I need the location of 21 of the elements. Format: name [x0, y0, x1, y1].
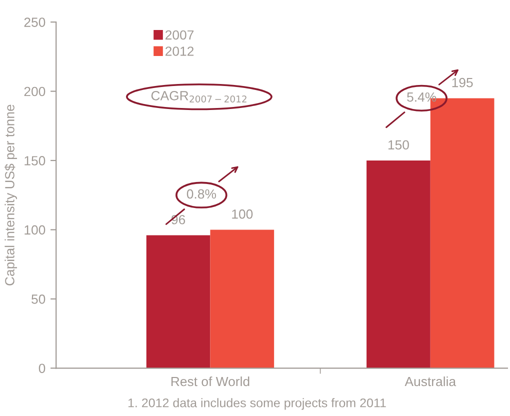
- annotation: 5.4%: [407, 92, 436, 102]
- data-label: 100: [232, 209, 253, 219]
- y-tick-label: 100: [24, 225, 46, 235]
- y-tick-label: 150: [24, 156, 46, 166]
- y-tick-label: 250: [24, 18, 46, 27]
- bar: [146, 235, 210, 368]
- text: 1. 2012 data includes some projects from 2011: [128, 398, 386, 410]
- y-tick-label: 50: [32, 294, 46, 304]
- data-label: 195: [452, 78, 473, 88]
- bar: [366, 160, 430, 368]
- x-tick-label: Rest of World: [171, 376, 250, 386]
- annotation: CAGR$_{2007−2012}$: [151, 90, 246, 102]
- y-tick-label: 0: [38, 364, 46, 374]
- legend-label: 2007: [166, 30, 194, 40]
- legend-label: 2012: [166, 46, 194, 56]
- x-tick-label: Australia: [404, 376, 456, 386]
- data-label: 150: [388, 140, 409, 150]
- bar: [210, 230, 274, 368]
- y-axis-title: Capital intensity US$ per tonne: [4, 104, 17, 286]
- y-tick-label: 200: [24, 86, 46, 96]
- annotation: 0.8%: [186, 189, 216, 199]
